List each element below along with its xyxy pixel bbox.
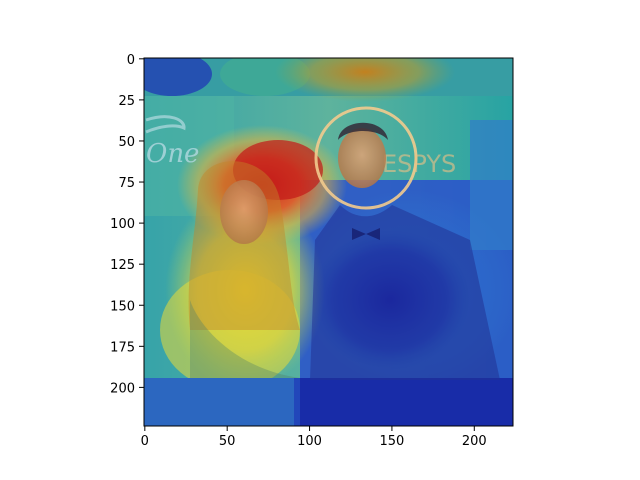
x-axis: 0 50 100 150 200	[141, 426, 487, 449]
y-axis: 0 25 50 75 100 125 150 175 200	[110, 53, 144, 396]
y-tick-label: 150	[110, 299, 135, 314]
x-tick-label: 100	[297, 434, 322, 449]
y-tick-label: 200	[110, 381, 135, 396]
x-tick-label: 0	[141, 434, 149, 449]
x-tick-label: 50	[219, 434, 236, 449]
y-tick-label: 0	[127, 53, 135, 68]
x-tick-label: 200	[462, 434, 487, 449]
y-tick-label: 175	[110, 340, 135, 355]
y-tick-label: 50	[118, 135, 135, 150]
y-tick-label: 125	[110, 258, 135, 273]
logo-text-one: One	[146, 139, 199, 169]
y-tick-label: 75	[118, 176, 135, 191]
espys-ring	[314, 106, 418, 210]
x-tick-label: 150	[380, 434, 405, 449]
y-tick-label: 100	[110, 217, 135, 232]
y-tick-label: 25	[118, 94, 135, 109]
espys-text: ESPYS	[382, 150, 456, 178]
axes-frame	[143, 57, 514, 427]
heatmap-image: One ESPYS	[144, 58, 513, 426]
